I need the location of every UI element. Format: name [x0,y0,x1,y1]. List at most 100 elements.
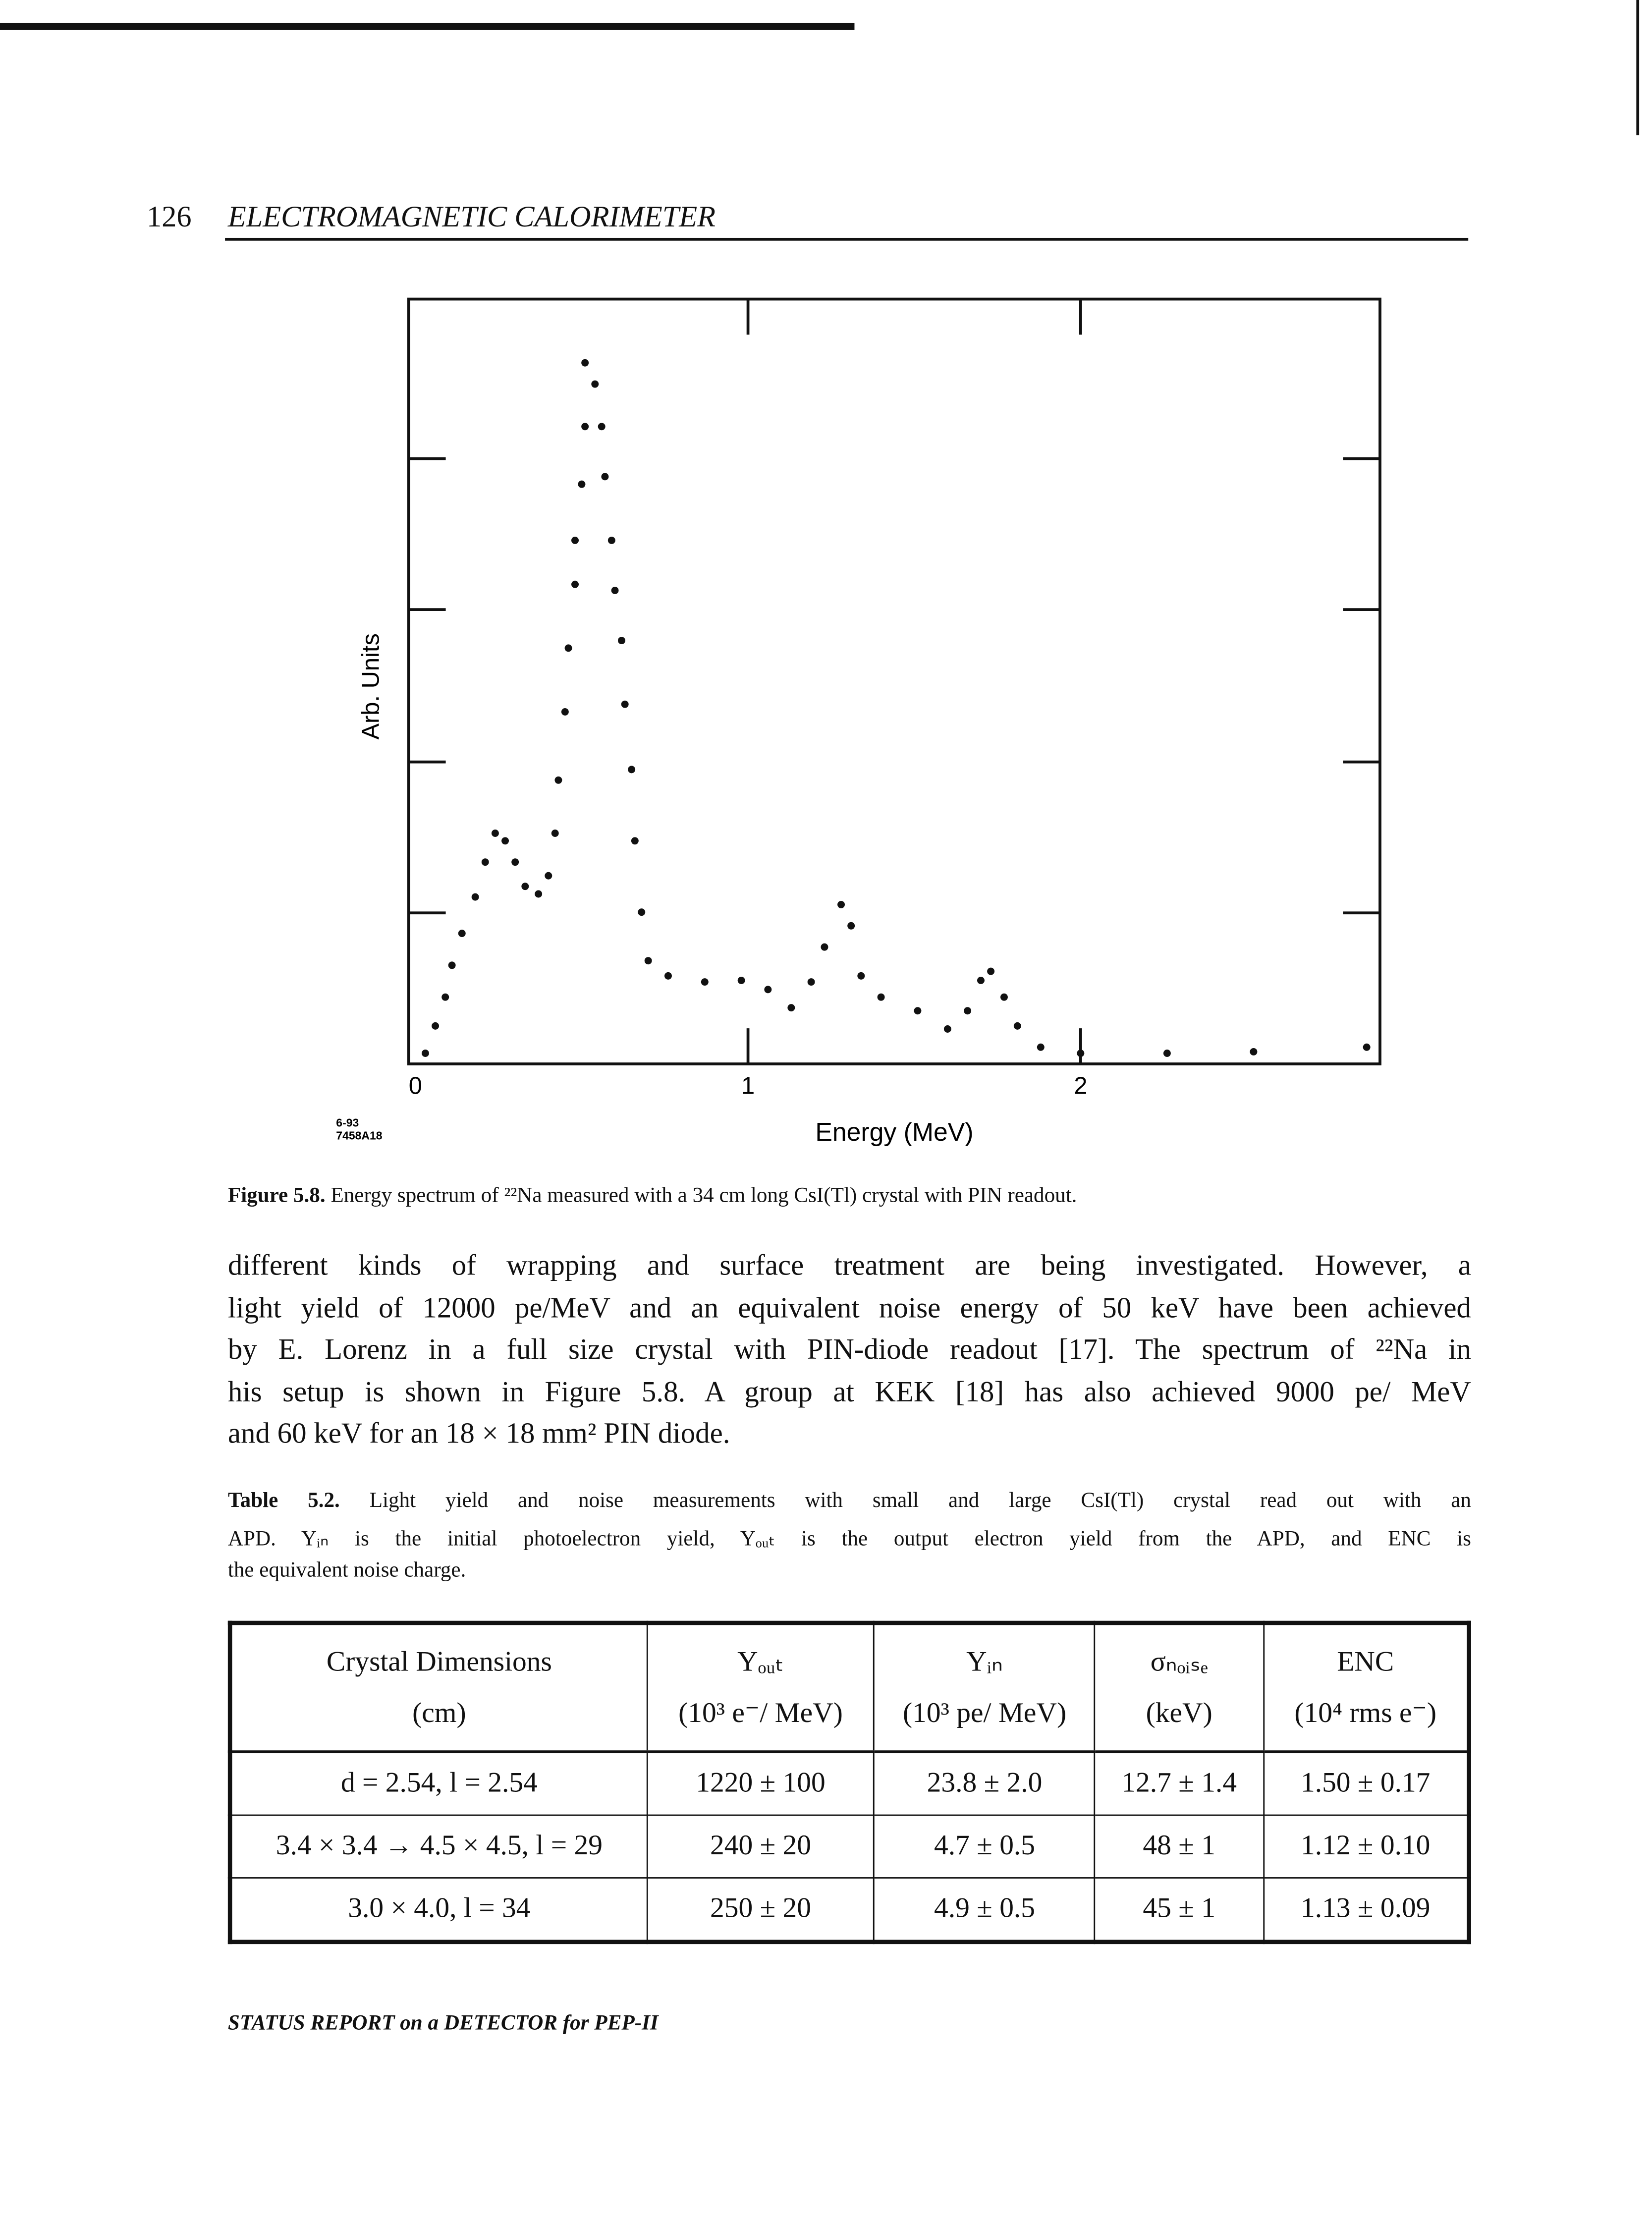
data-point [545,872,552,880]
header-cell: Yₒᵤₜ (10³ e⁻/ MeV) [646,1622,875,1754]
data-point [1250,1048,1258,1055]
table-cell: 12.7 ± 1.4 [1094,1751,1265,1816]
header-text: (10⁴ rms e⁻) [1294,1697,1437,1729]
data-point [564,644,572,652]
caption-line: the equivalent noise charge. [228,1559,1471,1584]
data-point [491,830,499,837]
body-line: his setup is shown in Figure 5.8. A grou… [227,1376,1471,1408]
table-cell: 1.50 ± 0.17 [1263,1751,1470,1816]
data-point [551,830,559,837]
data-point [631,837,639,845]
caption-text: APD. Yᵢₙ is the initial photoelectron yi… [227,1527,1471,1551]
header-text: ENC [1337,1646,1394,1678]
data-point [521,883,529,890]
data-point [535,890,543,898]
data-point [1363,1043,1371,1051]
data-point [441,993,449,1001]
figure-code: 6-93 [336,1116,359,1129]
table-cell: 250 ± 20 [646,1877,875,1943]
data-point [807,978,815,986]
data-point [821,943,828,951]
data-point [914,1007,922,1015]
caption-text: Light yield and noise measurements with … [369,1490,1471,1513]
data-point [1077,1050,1085,1057]
data-point [1013,1022,1021,1030]
caption-text: Energy spectrum of ²²Na measured with a … [330,1185,1077,1208]
data-point [581,359,589,367]
y-tick-marks [408,457,1380,915]
table-cell: 1.13 ± 0.09 [1263,1877,1470,1943]
plot-frame [407,297,1381,1065]
table-cell: 3.4 × 3.4 → 4.5 × 4.5, l = 29 [229,1814,648,1879]
caption-line: Table 5.2. Light yield and noise measure… [228,1490,1471,1514]
x-axis-label: Energy (MeV) [815,1117,973,1146]
data-point [1000,993,1008,1001]
caption-text: the equivalent noise charge. [227,1559,466,1583]
data-point [511,858,519,866]
data-point [847,922,855,930]
header-cell: Yᵢₙ (10³ pe/ MeV) [873,1622,1096,1754]
running-title: ELECTROMAGNETIC CALORIMETER [227,199,716,234]
table-cell: 4.9 ± 0.5 [873,1877,1096,1943]
x-tick-label: 2 [1074,1072,1087,1099]
data-point [877,993,885,1001]
x-tick-label: 0 [409,1072,422,1099]
footer: STATUS REPORT on a DETECTOR for PEP-II [227,2012,659,2036]
header-text: Yₒᵤₜ [737,1646,784,1678]
data-point [471,893,479,901]
data-point [787,1004,795,1012]
data-table: Crystal Dimensions (cm) Yₒᵤₜ (10³ e⁻/ MeV) Y… [227,1620,1471,1944]
header-text: (keV) [1146,1697,1212,1729]
header-text: Yᵢₙ [966,1646,1003,1678]
data-point [432,1022,440,1030]
body-line: by E. Lorenz in a full size crystal with… [227,1334,1471,1366]
body-line: light yield of 12000 pe/MeV and an equiv… [227,1292,1471,1324]
data-point [448,961,456,969]
table-cell: 4.7 ± 0.5 [873,1814,1096,1879]
table-cell: 1220 ± 100 [646,1751,875,1816]
data-point [638,908,646,916]
x-tick-label: 1 [741,1072,755,1099]
data-point [943,1025,951,1033]
data-point [664,972,672,980]
header-cell: σₙₒᵢₛₑ (keV) [1094,1622,1265,1754]
caption-label: Table 5.2. [227,1490,340,1513]
figure-code: 7458A18 [336,1129,383,1142]
data-point [578,480,586,488]
data-point [601,473,609,481]
data-point [621,700,629,708]
caption-label: Figure 5.8. [227,1185,326,1208]
header-text: (10³ pe/ MeV) [902,1697,1067,1729]
body-line: and 60 keV for an 18 × 18 mm² PIN diode. [227,1418,730,1450]
data-point [571,580,579,588]
data-point [618,637,625,645]
top-rule [0,22,855,30]
header-cell: Crystal Dimensions (cm) [229,1622,648,1754]
page-number: 126 [147,199,192,234]
data-point [837,900,845,908]
caption-line: APD. Yᵢₙ is the initial photoelectron yi… [228,1525,1471,1552]
table-cell: 48 ± 1 [1094,1814,1265,1879]
data-point [458,930,466,938]
data-point [581,423,589,431]
header-text: Crystal Dimensions [326,1646,552,1678]
data-point [964,1007,972,1015]
table-cell: 3.0 × 4.0, l = 34 [229,1877,648,1943]
table-cell: 45 ± 1 [1094,1877,1265,1943]
header-row: Crystal Dimensions (cm) Yₒᵤₜ (10³ e⁻/ MeV) Y… [229,1622,1470,1754]
data-point [591,380,599,388]
data-point [598,423,606,431]
data-point [764,986,772,994]
data-point [987,967,995,975]
data-point [481,858,489,866]
table-cell: 23.8 ± 2.0 [873,1751,1096,1816]
header-text: (10³ e⁻/ MeV) [678,1697,843,1729]
data-point [501,837,509,845]
data-point [977,977,985,984]
y-axis-label: Arb. Units [358,633,385,739]
header-text: σₙₒᵢₛₑ [1150,1646,1208,1678]
data-point [857,972,865,980]
data-point [701,978,709,986]
